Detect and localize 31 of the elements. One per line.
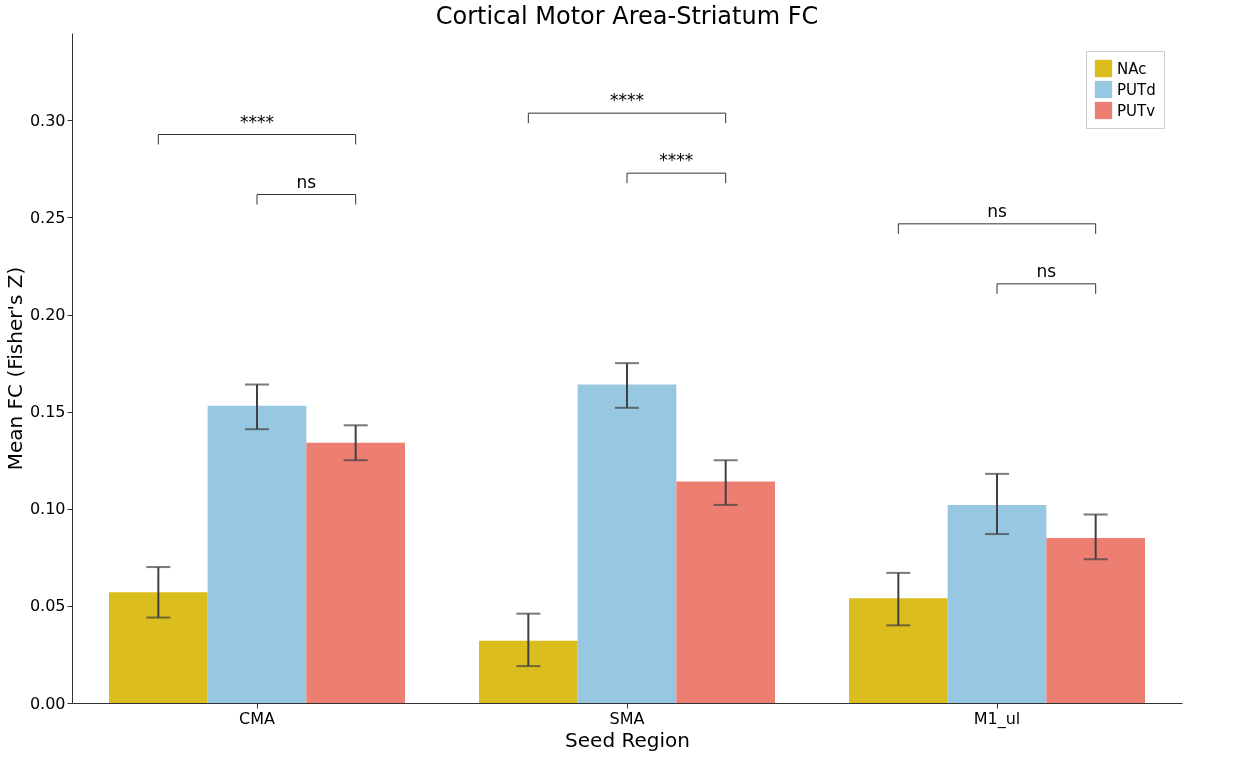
y-tick-label: 0.15 — [29, 402, 66, 422]
bar — [676, 481, 775, 703]
annotation: **** — [240, 111, 274, 132]
x-tick-label: M1_ul — [973, 708, 1021, 729]
chart-title: Cortical Motor Area-Striatum FC — [435, 2, 819, 30]
annotation: **** — [610, 90, 644, 111]
bar — [577, 384, 677, 703]
x-tick-label: CMA — [239, 708, 276, 728]
annotation: ns — [296, 171, 317, 192]
y-tick-label: 0.25 — [29, 207, 66, 227]
bar — [306, 442, 405, 703]
bar — [479, 640, 578, 703]
bar — [1046, 537, 1145, 703]
bar — [109, 592, 208, 703]
y-tick-label: 0.00 — [29, 693, 66, 713]
y-tick-label: 0.30 — [29, 110, 66, 130]
annotation: ns — [1036, 260, 1057, 281]
y-tick-label: 0.20 — [29, 305, 66, 325]
y-tick-label: 0.10 — [29, 499, 66, 519]
annotation: ns — [987, 200, 1007, 221]
legend-label: PUTv — [1117, 101, 1156, 120]
annotation: **** — [659, 150, 694, 171]
y-axis-title: Mean FC (Fisher's Z) — [2, 266, 27, 471]
bar — [947, 504, 1047, 703]
legend-label: PUTd — [1117, 80, 1156, 99]
x-tick-label: SMA — [609, 708, 645, 728]
bar — [207, 405, 307, 703]
bar — [849, 598, 948, 703]
legend-label: NAc — [1117, 59, 1147, 78]
x-axis-title: Seed Region — [565, 727, 690, 752]
y-tick-label: 0.05 — [29, 596, 66, 616]
